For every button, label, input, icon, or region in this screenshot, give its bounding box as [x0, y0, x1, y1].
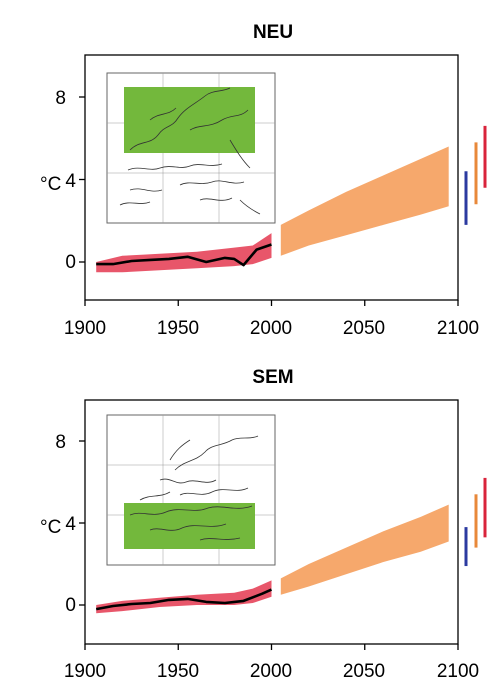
- x-tick-label: 2100: [437, 661, 479, 682]
- model-envelope: [96, 580, 272, 614]
- y-axis-label: °C: [40, 174, 61, 195]
- projection-envelope: [280, 504, 449, 595]
- x-tick-label: 2000: [250, 661, 292, 682]
- x-tick-label: 1950: [157, 661, 199, 682]
- observed-line: [96, 243, 272, 267]
- x-tick-label: 2050: [343, 318, 385, 339]
- y-tick-label: 4: [65, 171, 76, 192]
- chart-title: NEU: [253, 22, 293, 43]
- inset-map: [106, 72, 276, 224]
- mark-layer: [79, 440, 487, 650]
- x-tick-label: 1900: [64, 318, 106, 339]
- y-tick-label: 4: [65, 514, 76, 535]
- projection-envelope: [280, 146, 449, 256]
- inset-map: [106, 414, 276, 566]
- y-tick-label: 0: [65, 595, 76, 616]
- x-tick-label: 2000: [250, 318, 292, 339]
- model-envelope: [96, 233, 272, 273]
- mark-layer: [79, 96, 487, 306]
- y-tick-label: 8: [55, 88, 66, 109]
- chart-title: SEM: [252, 367, 293, 388]
- y-axis-label: °C: [40, 517, 61, 538]
- inset-coastlines: [129, 435, 259, 541]
- x-tick-label: 2100: [437, 318, 479, 339]
- observed-line: [95, 588, 273, 611]
- y-tick-label: 8: [55, 432, 66, 453]
- inset-coastlines: [119, 87, 261, 215]
- panel-sem: SEM °C 8 4 0 1900 1950 2000 2050 2100: [40, 367, 487, 682]
- panel-neu: NEU °C 8 4 0 1900 1950 2000 2050 2100: [40, 22, 487, 339]
- x-tick-label: 2050: [343, 661, 385, 682]
- x-tick-label: 1900: [64, 661, 106, 682]
- y-tick-label: 0: [65, 252, 76, 273]
- x-tick-label: 1950: [157, 318, 199, 339]
